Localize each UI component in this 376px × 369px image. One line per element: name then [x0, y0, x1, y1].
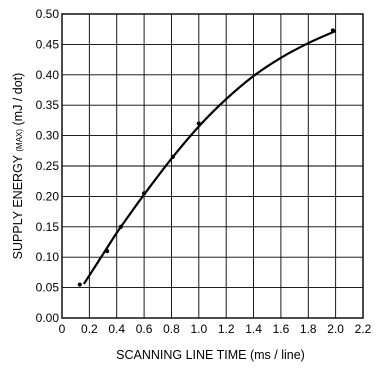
x-tick-label: 0.6 — [136, 322, 153, 336]
x-tick-label: 2.0 — [327, 322, 344, 336]
y-tick-label: 0.25 — [36, 159, 60, 173]
series-curve-group — [82, 30, 337, 285]
series-points-group — [77, 28, 335, 287]
x-axis-title: SCANNING LINE TIME (ms / line) — [116, 348, 305, 362]
data-point — [170, 154, 175, 159]
x-tick-label: 1.0 — [190, 322, 207, 336]
x-tick-label: 0.8 — [163, 322, 180, 336]
y-tick-label: 0.20 — [36, 189, 60, 203]
data-point — [118, 224, 123, 229]
y-axis-title-main: SUPPLY ENERGY — [11, 152, 25, 260]
data-point — [330, 28, 335, 33]
data-point — [196, 121, 201, 126]
y-tick-label: 0.00 — [36, 311, 60, 325]
y-tick-label: 0.40 — [36, 68, 60, 82]
x-tick-label: 0.4 — [108, 322, 125, 336]
y-tick-label: 0.50 — [36, 7, 60, 21]
y-tick-labels: 0.00 0.05 0.10 0.15 0.20 0.25 0.30 0.35 0.40 0.45… — [36, 7, 60, 325]
plot-frame — [61, 13, 364, 319]
y-tick-label: 0.10 — [36, 250, 60, 264]
x-tick-label: 2.2 — [355, 322, 372, 336]
x-tick-label: 0 — [59, 322, 66, 336]
series-line — [82, 30, 337, 285]
y-axis-title: SUPPLY ENERGY (MAX) (mJ / dot) — [11, 73, 25, 260]
data-point — [105, 249, 110, 254]
x-tick-labels: 0 0.2 0.4 0.6 0.8 1.0 1.2 1.4 1.6 1.8 2.0 2.2 — [59, 322, 372, 336]
y-axis-title-unit: (mJ / dot) — [11, 73, 25, 129]
y-tick-label: 0.15 — [36, 220, 60, 234]
x-tick-label: 1.2 — [218, 322, 235, 336]
y-tick-label: 0.30 — [36, 129, 60, 143]
y-tick-label: 0.35 — [36, 98, 60, 112]
y-axis-title-subscript: (MAX) — [15, 129, 24, 152]
y-tick-label: 0.05 — [36, 281, 60, 295]
grid — [61, 13, 364, 319]
data-point — [77, 282, 82, 287]
x-tick-label: 1.8 — [300, 322, 317, 336]
x-tick-label: 1.6 — [273, 322, 290, 336]
data-point — [141, 191, 147, 196]
y-tick-label: 0.45 — [36, 37, 60, 51]
x-tick-label: 0.2 — [81, 322, 98, 336]
x-tick-label: 1.4 — [245, 322, 262, 336]
